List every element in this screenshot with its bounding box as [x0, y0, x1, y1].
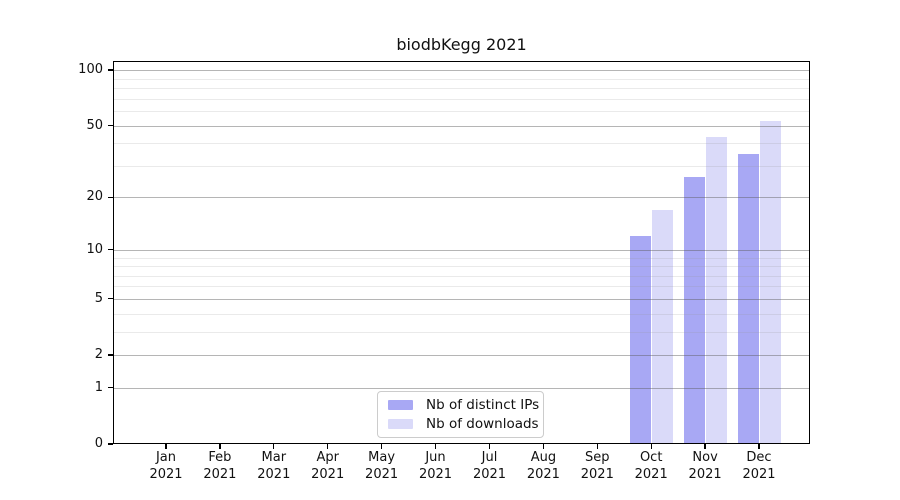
chart-title: biodbKegg 2021 [396, 35, 527, 54]
x-tick-nov [704, 444, 706, 449]
legend-item-distinct-ips: Nb of distinct IPs [388, 397, 539, 413]
y-tick-2 [107, 354, 113, 356]
y-tick-label-1: 1 [94, 379, 103, 395]
gridline-minor-9 [113, 257, 810, 259]
gridline-major-10 [113, 249, 810, 251]
x-tick-may [380, 444, 383, 449]
x-tick-label-may: May 2021 [365, 450, 399, 482]
gridline-major-2 [113, 355, 810, 356]
y-tick-1 [107, 387, 113, 389]
x-tick-label-nov: Nov 2021 [688, 450, 722, 482]
bar-dec-distinct-ips [737, 153, 759, 444]
x-tick-label-apr: Apr 2021 [311, 450, 345, 482]
gridline-minor-3 [113, 331, 810, 333]
gridline-major-50 [113, 125, 810, 127]
y-tick-0 [107, 443, 113, 445]
x-tick-label-dec: Dec 2021 [742, 450, 776, 482]
gridline-minor-4 [113, 313, 810, 315]
gridline-minor-80 [113, 88, 810, 89]
gridline-major-100 [113, 70, 810, 72]
x-tick-jun [434, 444, 437, 449]
bar-nov-downloads [705, 137, 727, 444]
x-tick-dec [758, 444, 760, 449]
y-tick-100 [107, 69, 113, 71]
x-tick-sep [596, 444, 598, 449]
gridline-minor-90 [113, 78, 810, 80]
y-tick-10 [107, 249, 113, 251]
bar-oct-downloads [651, 209, 673, 444]
x-tick-label-feb: Feb 2021 [203, 450, 237, 482]
legend-item-downloads: Nb of downloads [388, 416, 539, 432]
y-tick-50 [107, 124, 113, 127]
gridline-major-20 [113, 197, 810, 199]
y-tick-label-5: 5 [94, 290, 103, 306]
gridline-minor-70 [113, 98, 810, 100]
x-tick-label-jun: Jun 2021 [418, 450, 453, 482]
x-tick-oct [650, 444, 652, 449]
legend-swatch-distinct-ips [388, 400, 413, 410]
legend-swatch-downloads [388, 419, 413, 429]
gridline-minor-6 [113, 286, 810, 288]
bar-oct-distinct-ips [629, 236, 651, 444]
x-tick-mar [273, 444, 275, 449]
x-tick-feb [219, 444, 221, 449]
y-tick-label-100: 100 [78, 62, 103, 78]
x-tick-aug [542, 444, 545, 449]
y-tick-5 [107, 298, 113, 300]
y-tick-label-20: 20 [86, 189, 103, 205]
legend: Nb of distinct IPs Nb of downloads [377, 391, 544, 438]
x-tick-label-jan: Jan 2021 [149, 450, 183, 482]
x-tick-jan [165, 444, 167, 449]
gridline-minor-7 [113, 275, 810, 277]
gridline-major-1 [113, 387, 810, 389]
x-tick-label-aug: Aug 2021 [526, 450, 560, 482]
gridline-minor-8 [113, 266, 810, 267]
x-tick-jul [488, 444, 491, 449]
gridline-major-5 [113, 298, 810, 300]
y-tick-20 [107, 196, 113, 198]
plot-area [113, 61, 810, 444]
y-tick-label-0: 0 [94, 436, 103, 451]
x-tick-label-sep: Sep 2021 [580, 450, 614, 482]
y-tick-label-2: 2 [94, 347, 103, 362]
y-tick-label-10: 10 [86, 241, 103, 257]
gridline-minor-60 [113, 110, 810, 112]
bar-dec-downloads [759, 120, 781, 444]
legend-label-distinct-ips: Nb of distinct IPs [426, 397, 540, 413]
x-tick-label-jul: Jul 2021 [472, 450, 507, 482]
x-tick-label-mar: Mar 2021 [257, 450, 291, 482]
legend-label-downloads: Nb of downloads [426, 416, 539, 432]
y-tick-label-50: 50 [86, 117, 103, 133]
bar-nov-distinct-ips [683, 177, 705, 444]
gridline-minor-40 [113, 143, 810, 145]
gridline-minor-30 [113, 165, 810, 167]
x-tick-apr [327, 444, 329, 449]
x-tick-label-oct: Oct 2021 [634, 450, 668, 482]
